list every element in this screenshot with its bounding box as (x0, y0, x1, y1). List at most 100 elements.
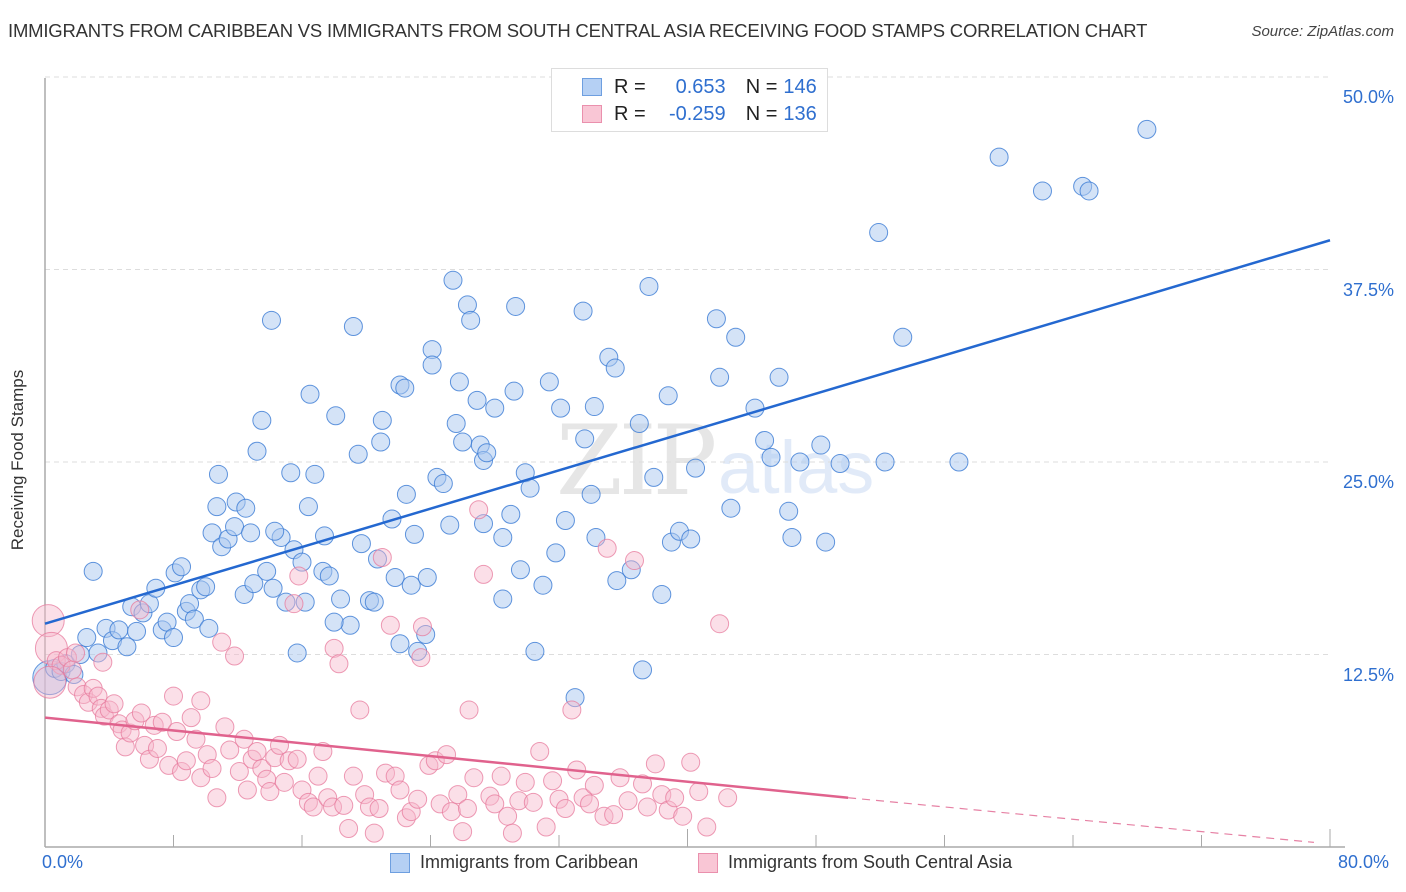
data-point-caribbean (340, 615, 360, 635)
data-point-caribbean (949, 452, 969, 472)
data-point-caribbean (236, 498, 256, 518)
data-point-caribbean (252, 410, 272, 430)
data-point-south-central-asia (515, 772, 535, 792)
data-point-south-central-asia (152, 712, 172, 732)
data-point-south-central-asia (274, 772, 294, 792)
data-point-south-central-asia (412, 617, 432, 637)
data-point-caribbean (401, 575, 421, 595)
data-point-south-central-asia (191, 768, 211, 788)
data-point-south-central-asia (172, 762, 192, 782)
data-point-caribbean (525, 641, 545, 661)
data-point-caribbean (319, 566, 339, 586)
data-point-south-central-asia (710, 614, 730, 634)
data-point-caribbean (440, 515, 460, 535)
data-point-caribbean (721, 498, 741, 518)
data-point-caribbean (281, 463, 301, 483)
data-point-south-central-asia (562, 700, 582, 720)
data-point-south-central-asia (62, 660, 82, 680)
source-label: Source: ZipAtlas.com (1251, 23, 1394, 40)
data-point-caribbean (575, 429, 595, 449)
data-point-caribbean (605, 358, 625, 378)
bottom-legend-south-central-asia[interactable]: Immigrants from South Central Asia (698, 852, 1012, 873)
data-point-caribbean (1079, 181, 1099, 201)
legend-r-value: 0.653 (675, 75, 726, 98)
data-point-south-central-asia (457, 799, 477, 818)
data-point-south-central-asia (689, 782, 709, 802)
data-point-south-central-asia (212, 632, 232, 652)
bottom-legend-caribbean[interactable]: Immigrants from Caribbean (390, 852, 638, 873)
data-point-south-central-asia (624, 551, 644, 571)
data-point-south-central-asia (453, 822, 473, 842)
data-point-south-central-asia (88, 686, 108, 706)
data-point-caribbean (208, 464, 228, 484)
data-point-south-central-asia (523, 792, 543, 812)
data-point-south-central-asia (633, 774, 653, 794)
data-point-caribbean (555, 511, 575, 531)
data-point-south-central-asia (411, 648, 431, 668)
data-point-south-central-asia (265, 748, 285, 768)
data-point-caribbean (584, 397, 604, 417)
data-point-south-central-asia (270, 735, 290, 755)
data-point-caribbean (247, 441, 267, 461)
data-point-south-central-asia (66, 643, 86, 663)
legend-row-caribbean: R = 0.653 N = 146 (582, 75, 817, 99)
legend-swatch-pink (582, 105, 602, 123)
data-point-south-central-asia (408, 789, 428, 809)
data-point-caribbean (372, 410, 392, 430)
data-point-south-central-asia (93, 652, 113, 672)
data-point-caribbean (811, 435, 831, 455)
data-point-caribbean (433, 474, 453, 494)
data-point-caribbean (348, 444, 368, 464)
data-point-caribbean (265, 521, 285, 541)
data-point-south-central-asia (459, 700, 479, 720)
data-point-caribbean (644, 467, 664, 487)
data-point-caribbean (504, 381, 524, 401)
data-point-caribbean (117, 637, 137, 657)
data-point-south-central-asia (33, 665, 67, 699)
data-point-caribbean (506, 296, 526, 316)
data-point-caribbean (109, 620, 129, 640)
data-point-caribbean (539, 372, 559, 392)
data-point-caribbean (287, 643, 307, 663)
legend-r-label: R = (614, 75, 646, 98)
data-point-south-central-asia (191, 691, 211, 711)
bottom-legend-label: Immigrants from Caribbean (420, 852, 639, 872)
data-point-caribbean (989, 147, 1009, 167)
data-point-south-central-asia (610, 768, 630, 788)
legend-r-value: -0.259 (668, 102, 726, 125)
data-point-south-central-asia (339, 819, 359, 839)
data-point-caribbean (364, 592, 384, 612)
data-point-caribbean (404, 524, 424, 544)
data-point-south-central-asia (318, 788, 338, 808)
data-point-south-central-asia (604, 805, 624, 825)
data-point-south-central-asia (502, 823, 522, 843)
data-point-south-central-asia (543, 771, 563, 791)
data-point-caribbean (533, 575, 553, 595)
data-point-caribbean (493, 589, 513, 609)
data-point-caribbean (546, 543, 566, 563)
data-point-south-central-asia (220, 740, 240, 760)
data-point-caribbean (551, 398, 571, 418)
data-point-caribbean (501, 504, 521, 524)
data-point-south-central-asia (350, 700, 370, 720)
data-point-caribbean (633, 660, 653, 680)
data-point-south-central-asia (247, 742, 267, 762)
data-point-caribbean (83, 561, 103, 581)
y-tick-label: 50.0% (1342, 87, 1394, 107)
data-point-caribbean (408, 641, 428, 661)
data-point-caribbean (581, 484, 601, 504)
data-point-south-central-asia (498, 806, 518, 826)
data-point-caribbean (300, 384, 320, 404)
data-point-south-central-asia (718, 788, 738, 808)
data-point-caribbean (761, 447, 781, 467)
data-point-south-central-asia (464, 768, 484, 788)
data-point-caribbean (417, 568, 437, 587)
data-point-south-central-asia (104, 694, 124, 714)
data-point-south-central-asia (130, 600, 150, 620)
correlation-legend: R = 0.653 N = 146 R = -0.259 N = 136 (551, 68, 828, 132)
data-point-caribbean (629, 414, 649, 433)
data-point-south-central-asia (215, 717, 235, 737)
data-point-caribbean (326, 406, 346, 426)
trend-line-caribbean (44, 239, 1331, 625)
series-caribbean-points (32, 119, 1157, 708)
